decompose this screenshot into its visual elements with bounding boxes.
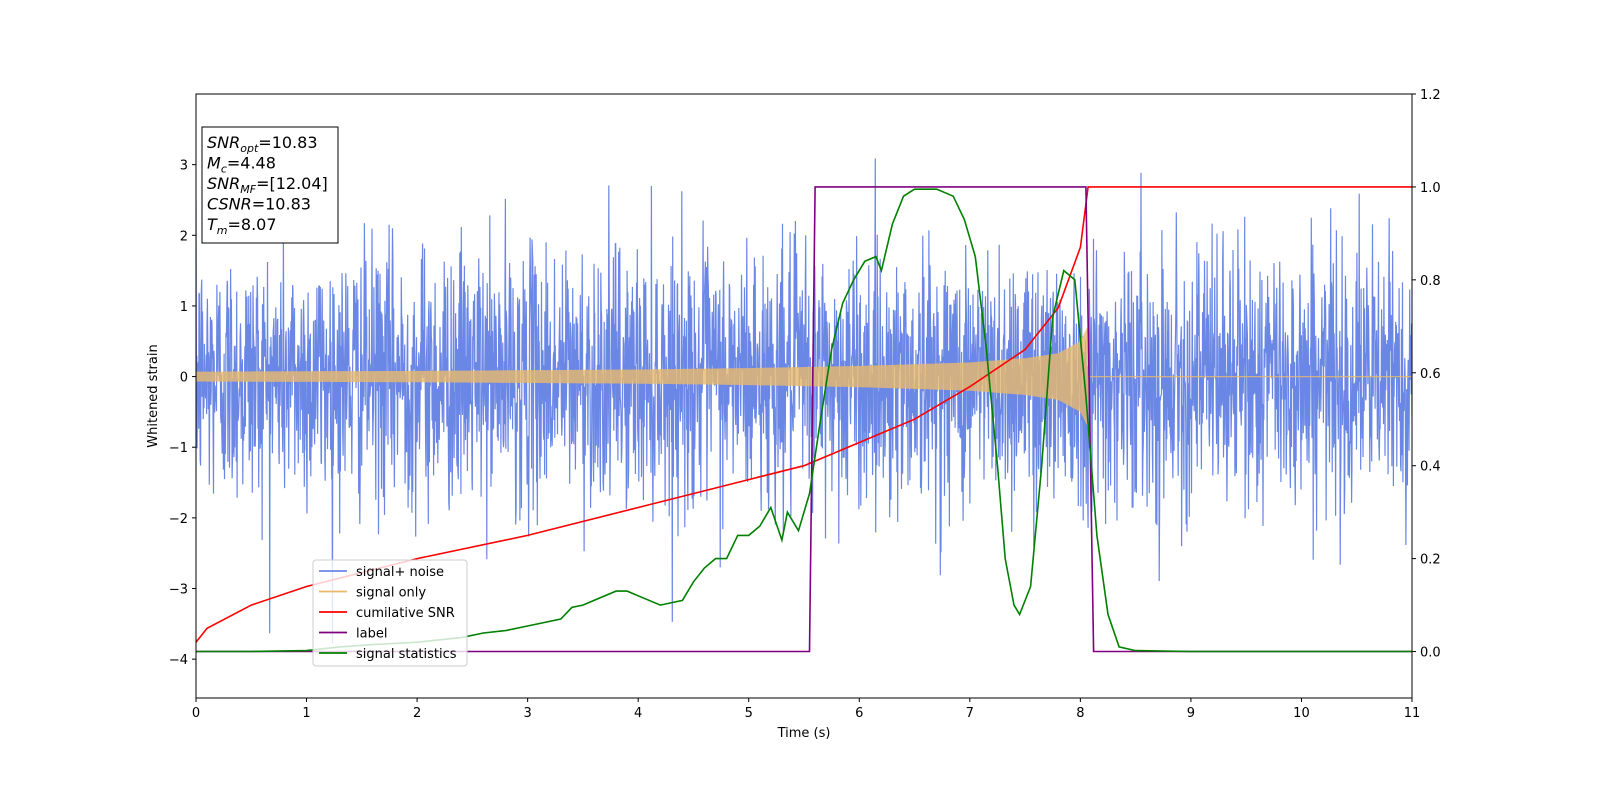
x-tick-label: 6: [855, 706, 863, 721]
y-tick-label: −3: [169, 583, 188, 598]
x-tick-label: 2: [413, 706, 421, 721]
legend-label: signal only: [356, 586, 426, 601]
annotation-frame: [201, 126, 339, 244]
x-tick-label: 5: [745, 706, 753, 721]
x-tick-label: 0: [192, 706, 200, 721]
annotation-line: Mc=4.48: [207, 154, 276, 176]
y2-tick-label: 0.4: [1420, 460, 1441, 475]
annotation-line: CSNR=10.83: [207, 195, 311, 214]
legend-label: cumilative SNR: [356, 606, 455, 621]
series-cumilative-snr: [196, 186, 1412, 643]
x-tick-label: 11: [1404, 706, 1421, 721]
y-axis-right: 0.0 0.2 0.4 0.6 0.8 1.0 1.2: [1412, 88, 1441, 661]
legend-label: label: [356, 627, 387, 642]
y-axis-title: Whitened strain: [146, 344, 161, 447]
annotation-line: SNRMF=[12.04]: [207, 174, 328, 196]
x-tick-label: 7: [966, 706, 974, 721]
y-tick-label: −4: [169, 653, 188, 668]
plot-frame: [195, 93, 1413, 699]
x-tick-label: 4: [634, 706, 642, 721]
x-tick-label: 8: [1076, 706, 1084, 721]
y-tick-label: 2: [180, 229, 188, 244]
x-axis-title: Time (s): [777, 726, 831, 741]
y-axis-left: −4 −3 −2 −1 0 1 2 3: [169, 159, 196, 668]
y2-tick-label: 1.2: [1420, 88, 1441, 103]
legend: signal+ noise signal only cumilative SNR la…: [312, 559, 468, 667]
y-tick-label: 1: [180, 300, 188, 315]
y-tick-label: −1: [169, 441, 188, 456]
y2-tick-label: 1.0: [1420, 181, 1441, 196]
series-signal-noise: [196, 158, 1412, 644]
x-tick-label: 1: [302, 706, 310, 721]
x-tick-label: 9: [1187, 706, 1195, 721]
y-tick-label: 3: [180, 159, 188, 174]
y2-tick-label: 0.2: [1420, 553, 1441, 568]
y2-tick-label: 0.0: [1420, 646, 1441, 661]
legend-label: signal statistics: [356, 647, 457, 662]
y-tick-label: −2: [169, 512, 188, 527]
annotation-box: SNRopt=10.83Mc=4.48SNRMF=[12.04]CSNR=10.…: [201, 126, 339, 244]
x-tick-label: 3: [523, 706, 531, 721]
legend-frame: [312, 559, 468, 667]
y-tick-label: 0: [180, 371, 188, 386]
annotation-line: SNRopt=10.83: [207, 133, 318, 155]
annotation-line: Tm=8.07: [207, 215, 277, 237]
legend-label: signal+ noise: [356, 565, 444, 580]
x-axis: 0 1 2 3 4 5 6 7 8 9 10 11: [192, 698, 1420, 721]
y2-tick-label: 0.6: [1420, 367, 1441, 382]
x-tick-label: 10: [1293, 706, 1310, 721]
series-signal-statistics: [196, 188, 1412, 653]
series-layer: [196, 158, 1412, 653]
series-signal-only: [196, 327, 1412, 427]
y2-tick-label: 0.8: [1420, 274, 1441, 289]
